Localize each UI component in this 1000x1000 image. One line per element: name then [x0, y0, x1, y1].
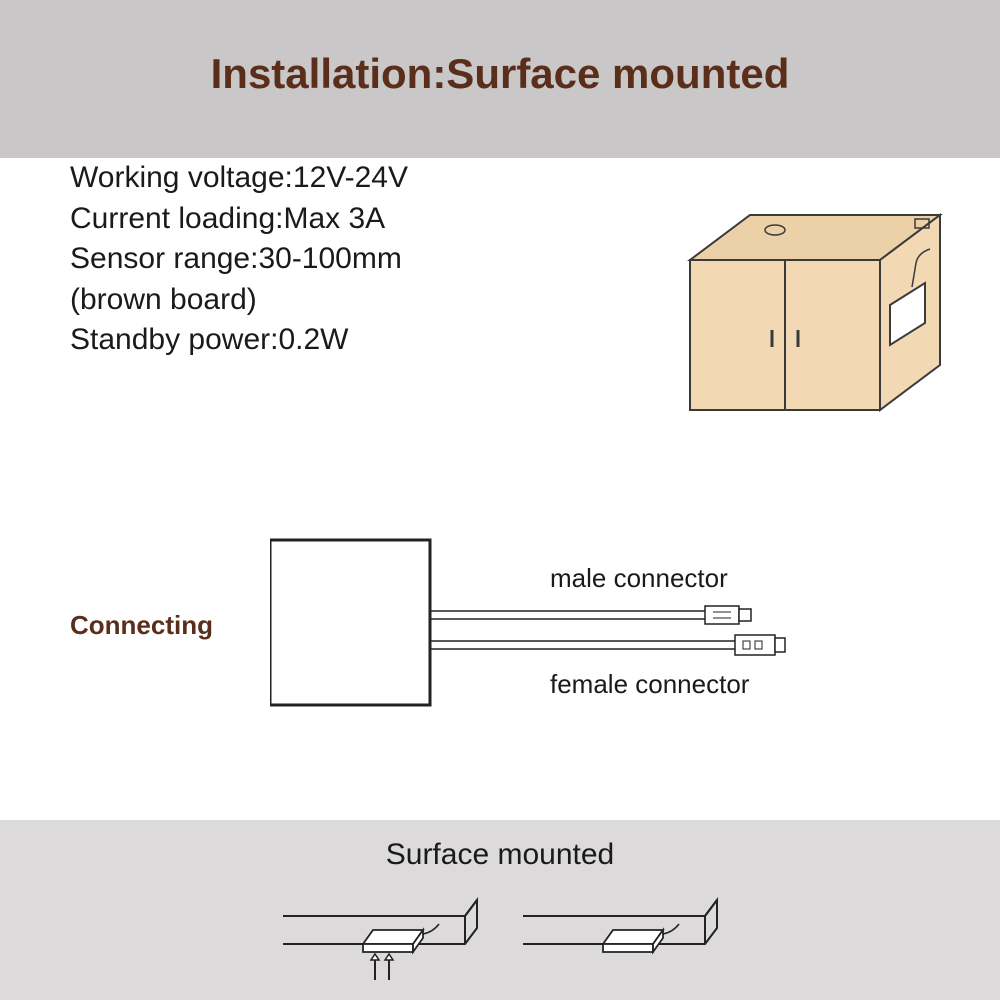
footer-band: Surface mounted — [0, 820, 1000, 1000]
mount-icons-row — [0, 890, 1000, 985]
connecting-label: Connecting — [70, 610, 213, 641]
female-connector-label: female connector — [550, 669, 750, 699]
footer-title: Surface mounted — [0, 838, 1000, 872]
header-title: Installation:Surface mounted — [0, 50, 1000, 98]
cabinet-illustration — [680, 205, 960, 425]
spec-line: Working voltage:12V-24V — [70, 158, 1000, 199]
header-band: Installation:Surface mounted — [0, 0, 1000, 158]
male-connector-label: male connector — [550, 563, 728, 593]
connector-icon: male connector female connector — [270, 530, 890, 730]
connector-diagram: male connector female connector — [270, 530, 890, 735]
mount-step1-icon — [275, 890, 485, 985]
mount-step2-icon — [515, 890, 725, 985]
cabinet-icon — [680, 205, 960, 420]
